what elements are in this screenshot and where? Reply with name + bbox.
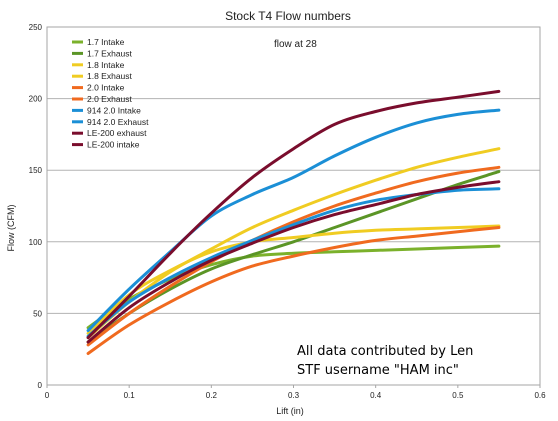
x-axis-label: Lift (in) [276,406,304,416]
chart-title: Stock T4 Flow numbers [225,9,351,23]
credit-annotation-line2: STF username "HAM inc" [297,363,459,378]
y-tick-label: 150 [29,166,43,175]
series-line-2-0-exhaust [86,165,501,347]
series-line-1-8-exhaust [86,147,501,340]
series-line-2-0-intake [86,226,501,355]
y-tick-label: 0 [38,381,43,390]
legend-label-914-2-0-exhaust: 914 2.0 Exhaust [87,117,149,127]
legend-label-1-7-intake: 1.7 Intake [87,37,125,47]
x-tick-label: 0.2 [206,391,218,400]
y-tick-label: 50 [33,309,42,318]
legend-label-1-8-intake: 1.8 Intake [87,60,125,70]
y-tick-label: 200 [29,95,43,104]
series-line-le-200-exhaust [86,89,501,340]
series-line-1-8-intake [86,224,501,335]
series-line-le-200-intake [86,180,501,344]
x-tick-label: 0.4 [370,391,382,400]
chart-subtitle: flow at 28 [274,39,317,50]
legend-label-le-200-exhaust: LE-200 exhaust [87,128,147,138]
series-lines [86,89,501,355]
y-tick-label: 100 [29,238,43,247]
legend-label-1-7-exhaust: 1.7 Exhaust [87,48,133,58]
credit-annotation-line1: All data contributed by Len [297,344,473,359]
legend-label-2-0-intake: 2.0 Intake [87,83,125,93]
legend-label-2-0-exhaust: 2.0 Exhaust [87,94,133,104]
x-axis-ticks: 0 0.1 0.2 0.3 0.4 0.5 0.6 [45,385,546,400]
series-line-1-7-exhaust [86,170,501,344]
y-tick-label: 250 [29,23,43,32]
x-tick-label: 0 [45,391,50,400]
x-tick-label: 0.3 [288,391,300,400]
legend-label-le-200-intake: LE-200 intake [87,140,140,150]
x-tick-label: 0.5 [452,391,464,400]
legend-label-1-8-exhaust: 1.8 Exhaust [87,71,133,81]
x-tick-label: 0.1 [124,391,136,400]
x-tick-label: 0.6 [534,391,546,400]
y-axis-ticks: 0 50 100 150 200 250 [29,23,43,390]
series-line-914-2-0-exhaust [86,108,501,333]
legend-label-914-2-0-intake: 914 2.0 Intake [87,105,141,115]
y-axis-label: Flow (CFM) [6,205,16,252]
